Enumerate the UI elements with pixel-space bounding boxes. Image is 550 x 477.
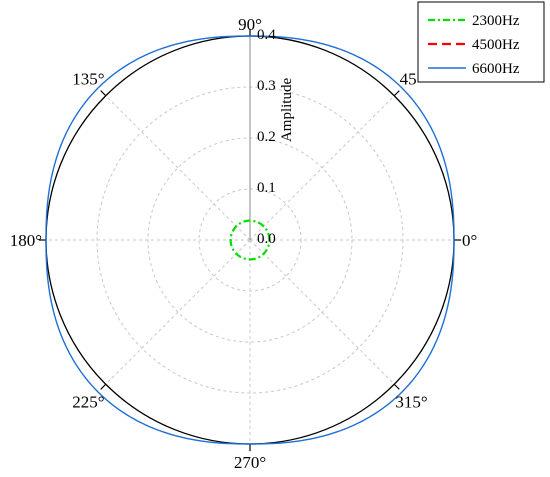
series-layer <box>45 35 455 445</box>
radial-axis-title: Amplitude <box>279 78 295 143</box>
radial-tick-label: 0.1 <box>257 180 276 196</box>
legend-label: 6600Hz <box>472 61 520 77</box>
grid-spoke <box>249 95 395 241</box>
label-layer: 0°45°90°135°180°225°270°315°0.00.10.20.3… <box>10 15 478 472</box>
angular-tick-label: 270° <box>234 453 266 472</box>
angular-tick-label: 180° <box>10 231 42 250</box>
angular-tick-label: 315° <box>395 393 427 412</box>
angular-tick-label: 135° <box>72 69 104 88</box>
radial-tick-label: 0.0 <box>257 231 276 247</box>
legend-label: 4500Hz <box>472 37 520 53</box>
grid-spoke <box>105 95 251 241</box>
legend: 2300Hz 4500Hz 6600Hz <box>417 1 545 83</box>
angular-tick-label: 225° <box>72 393 104 412</box>
angular-tick-label: 90° <box>238 15 262 34</box>
angular-tick <box>100 383 107 390</box>
series-line-2300Hz <box>229 219 271 261</box>
grid-spoke <box>105 239 251 385</box>
angular-tick <box>393 90 400 97</box>
angular-tick <box>393 383 400 390</box>
radial-tick-label: 0.4 <box>257 27 276 43</box>
angular-tick <box>100 90 107 97</box>
legend-label: 2300Hz <box>472 13 520 29</box>
radial-tick-label: 0.3 <box>257 78 276 94</box>
radial-tick-label: 0.2 <box>257 129 276 145</box>
grid-spoke <box>249 239 395 385</box>
angular-tick-label: 0° <box>462 231 477 250</box>
series-line-6600Hz <box>45 35 455 445</box>
